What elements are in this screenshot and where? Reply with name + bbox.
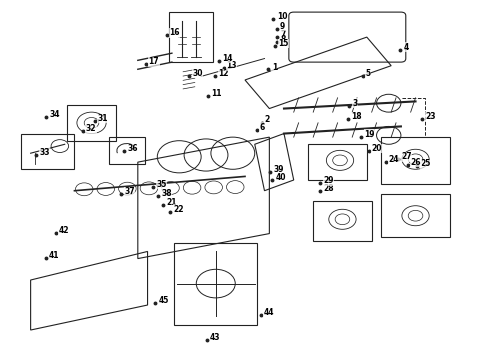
Text: 40: 40 [275, 173, 286, 182]
Text: 44: 44 [264, 309, 274, 318]
Text: 15: 15 [278, 39, 289, 48]
Text: 11: 11 [211, 89, 221, 98]
Text: 38: 38 [161, 189, 172, 198]
Text: 30: 30 [193, 69, 203, 78]
Text: 12: 12 [218, 69, 229, 78]
Bar [109, 137, 145, 164]
Bar [308, 144, 367, 180]
Text: 3: 3 [352, 99, 357, 108]
Bar [381, 137, 450, 184]
Text: 6: 6 [260, 123, 265, 132]
Text: 22: 22 [173, 205, 184, 214]
Text: 19: 19 [365, 130, 375, 139]
Text: 27: 27 [401, 152, 412, 161]
Text: 17: 17 [148, 57, 159, 66]
Text: 31: 31 [98, 114, 108, 123]
Text: 13: 13 [226, 61, 237, 70]
Text: 1: 1 [272, 63, 277, 72]
Text: 35: 35 [156, 180, 167, 189]
Text: 5: 5 [366, 69, 371, 78]
Text: 39: 39 [273, 166, 284, 175]
Bar [381, 194, 450, 237]
Text: 34: 34 [49, 111, 60, 120]
Text: 8: 8 [280, 35, 286, 44]
Text: 20: 20 [372, 144, 382, 153]
Bar [313, 202, 372, 241]
Text: 32: 32 [86, 125, 96, 134]
Text: 33: 33 [39, 148, 50, 157]
Text: 23: 23 [425, 112, 436, 121]
Text: 14: 14 [222, 54, 233, 63]
Text: 24: 24 [389, 155, 399, 164]
Text: 7: 7 [280, 31, 286, 40]
Text: 36: 36 [127, 144, 138, 153]
Text: 21: 21 [166, 198, 176, 207]
Text: 43: 43 [210, 333, 220, 342]
Bar [21, 134, 74, 169]
Text: 41: 41 [49, 251, 60, 260]
Text: 42: 42 [59, 226, 70, 235]
Text: 37: 37 [124, 187, 135, 196]
Text: 10: 10 [277, 12, 287, 21]
Text: 18: 18 [351, 112, 362, 121]
Bar [67, 105, 116, 141]
Text: 28: 28 [323, 184, 334, 193]
Text: 2: 2 [265, 116, 270, 125]
Text: 9: 9 [280, 22, 285, 31]
Text: 45: 45 [158, 296, 169, 305]
Bar [170, 12, 213, 62]
Text: 4: 4 [403, 42, 409, 51]
Text: 29: 29 [323, 176, 334, 185]
Text: 16: 16 [170, 28, 180, 37]
Text: 26: 26 [411, 158, 421, 167]
Text: 25: 25 [420, 159, 431, 168]
